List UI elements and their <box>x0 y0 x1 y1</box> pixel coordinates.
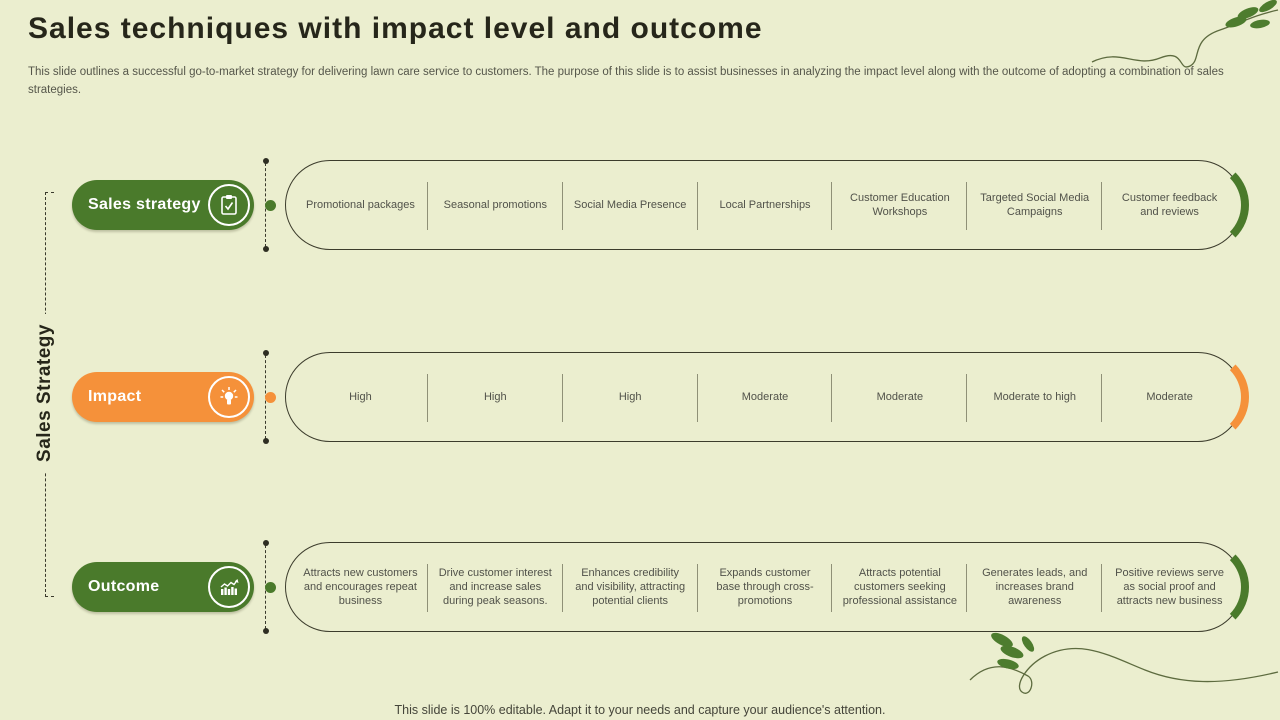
impact-pill[interactable]: Impact <box>72 372 254 422</box>
impact-cell[interactable]: Moderate <box>698 353 833 441</box>
lightbulb-icon <box>208 376 250 418</box>
pill-label: Impact <box>88 388 142 405</box>
row-outcome: Outcome Attracts new customers and encou… <box>0 540 1280 634</box>
impact-cell[interactable]: High <box>428 353 563 441</box>
row-sales-strategy: Sales strategy Promotional packages Seas… <box>0 158 1280 252</box>
strategy-cell[interactable]: Customer Education Workshops <box>832 161 968 249</box>
dashed-connector <box>262 158 276 252</box>
pill-label: Sales strategy <box>88 196 201 213</box>
growth-chart-icon <box>208 566 250 608</box>
strategy-cell[interactable]: Local Partnerships <box>698 161 833 249</box>
vine-decoration-top-icon <box>1091 0 1279 68</box>
track-accent-crescent <box>1157 541 1249 633</box>
track-accent-crescent <box>1157 351 1249 443</box>
strategy-cell[interactable]: Targeted Social Media Campaigns <box>967 161 1103 249</box>
pill-label: Outcome <box>88 578 160 595</box>
impact-cell[interactable]: Moderate to high <box>967 353 1103 441</box>
row-impact: Impact High High High Moderat <box>0 350 1280 444</box>
sales-strategy-track: Promotional packages Seasonal promotions… <box>285 159 1249 251</box>
impact-track: High High High Moderate Moderate Moderat… <box>285 351 1249 443</box>
strategy-cell[interactable]: Seasonal promotions <box>428 161 563 249</box>
slide-description: This slide outlines a successful go-to-m… <box>28 66 1224 96</box>
dashed-connector <box>262 540 276 634</box>
impact-cell[interactable]: High <box>563 353 698 441</box>
impact-cell[interactable]: Moderate <box>832 353 968 441</box>
outcome-cell[interactable]: Attracts new customers and encourages re… <box>293 543 428 631</box>
page-title: Sales techniques with impact level and o… <box>28 12 763 45</box>
sales-strategy-pill[interactable]: Sales strategy <box>72 180 254 230</box>
clipboard-icon <box>208 184 250 226</box>
vine-decoration-bottom-icon <box>969 632 1279 694</box>
track-accent-crescent <box>1157 159 1249 251</box>
outcome-cell[interactable]: Expands customer base through cross- pro… <box>698 543 833 631</box>
strategy-cell[interactable]: Promotional packages <box>293 161 428 249</box>
dashed-connector <box>262 350 276 444</box>
editable-note: This slide is 100% editable. Adapt it to… <box>394 703 886 717</box>
impact-cell[interactable]: High <box>293 353 428 441</box>
strategy-cell[interactable]: Social Media Presence <box>563 161 698 249</box>
outcome-cell[interactable]: Attracts potential customers seeking pro… <box>832 543 968 631</box>
outcome-cell[interactable]: Enhances credibility and visibility, att… <box>563 543 698 631</box>
outcome-track: Attracts new customers and encourages re… <box>285 541 1249 633</box>
outcome-cell[interactable]: Drive customer interest and increase sal… <box>428 543 563 631</box>
outcome-pill[interactable]: Outcome <box>72 562 254 612</box>
outcome-cell[interactable]: Generates leads, and increases brand awa… <box>967 543 1103 631</box>
